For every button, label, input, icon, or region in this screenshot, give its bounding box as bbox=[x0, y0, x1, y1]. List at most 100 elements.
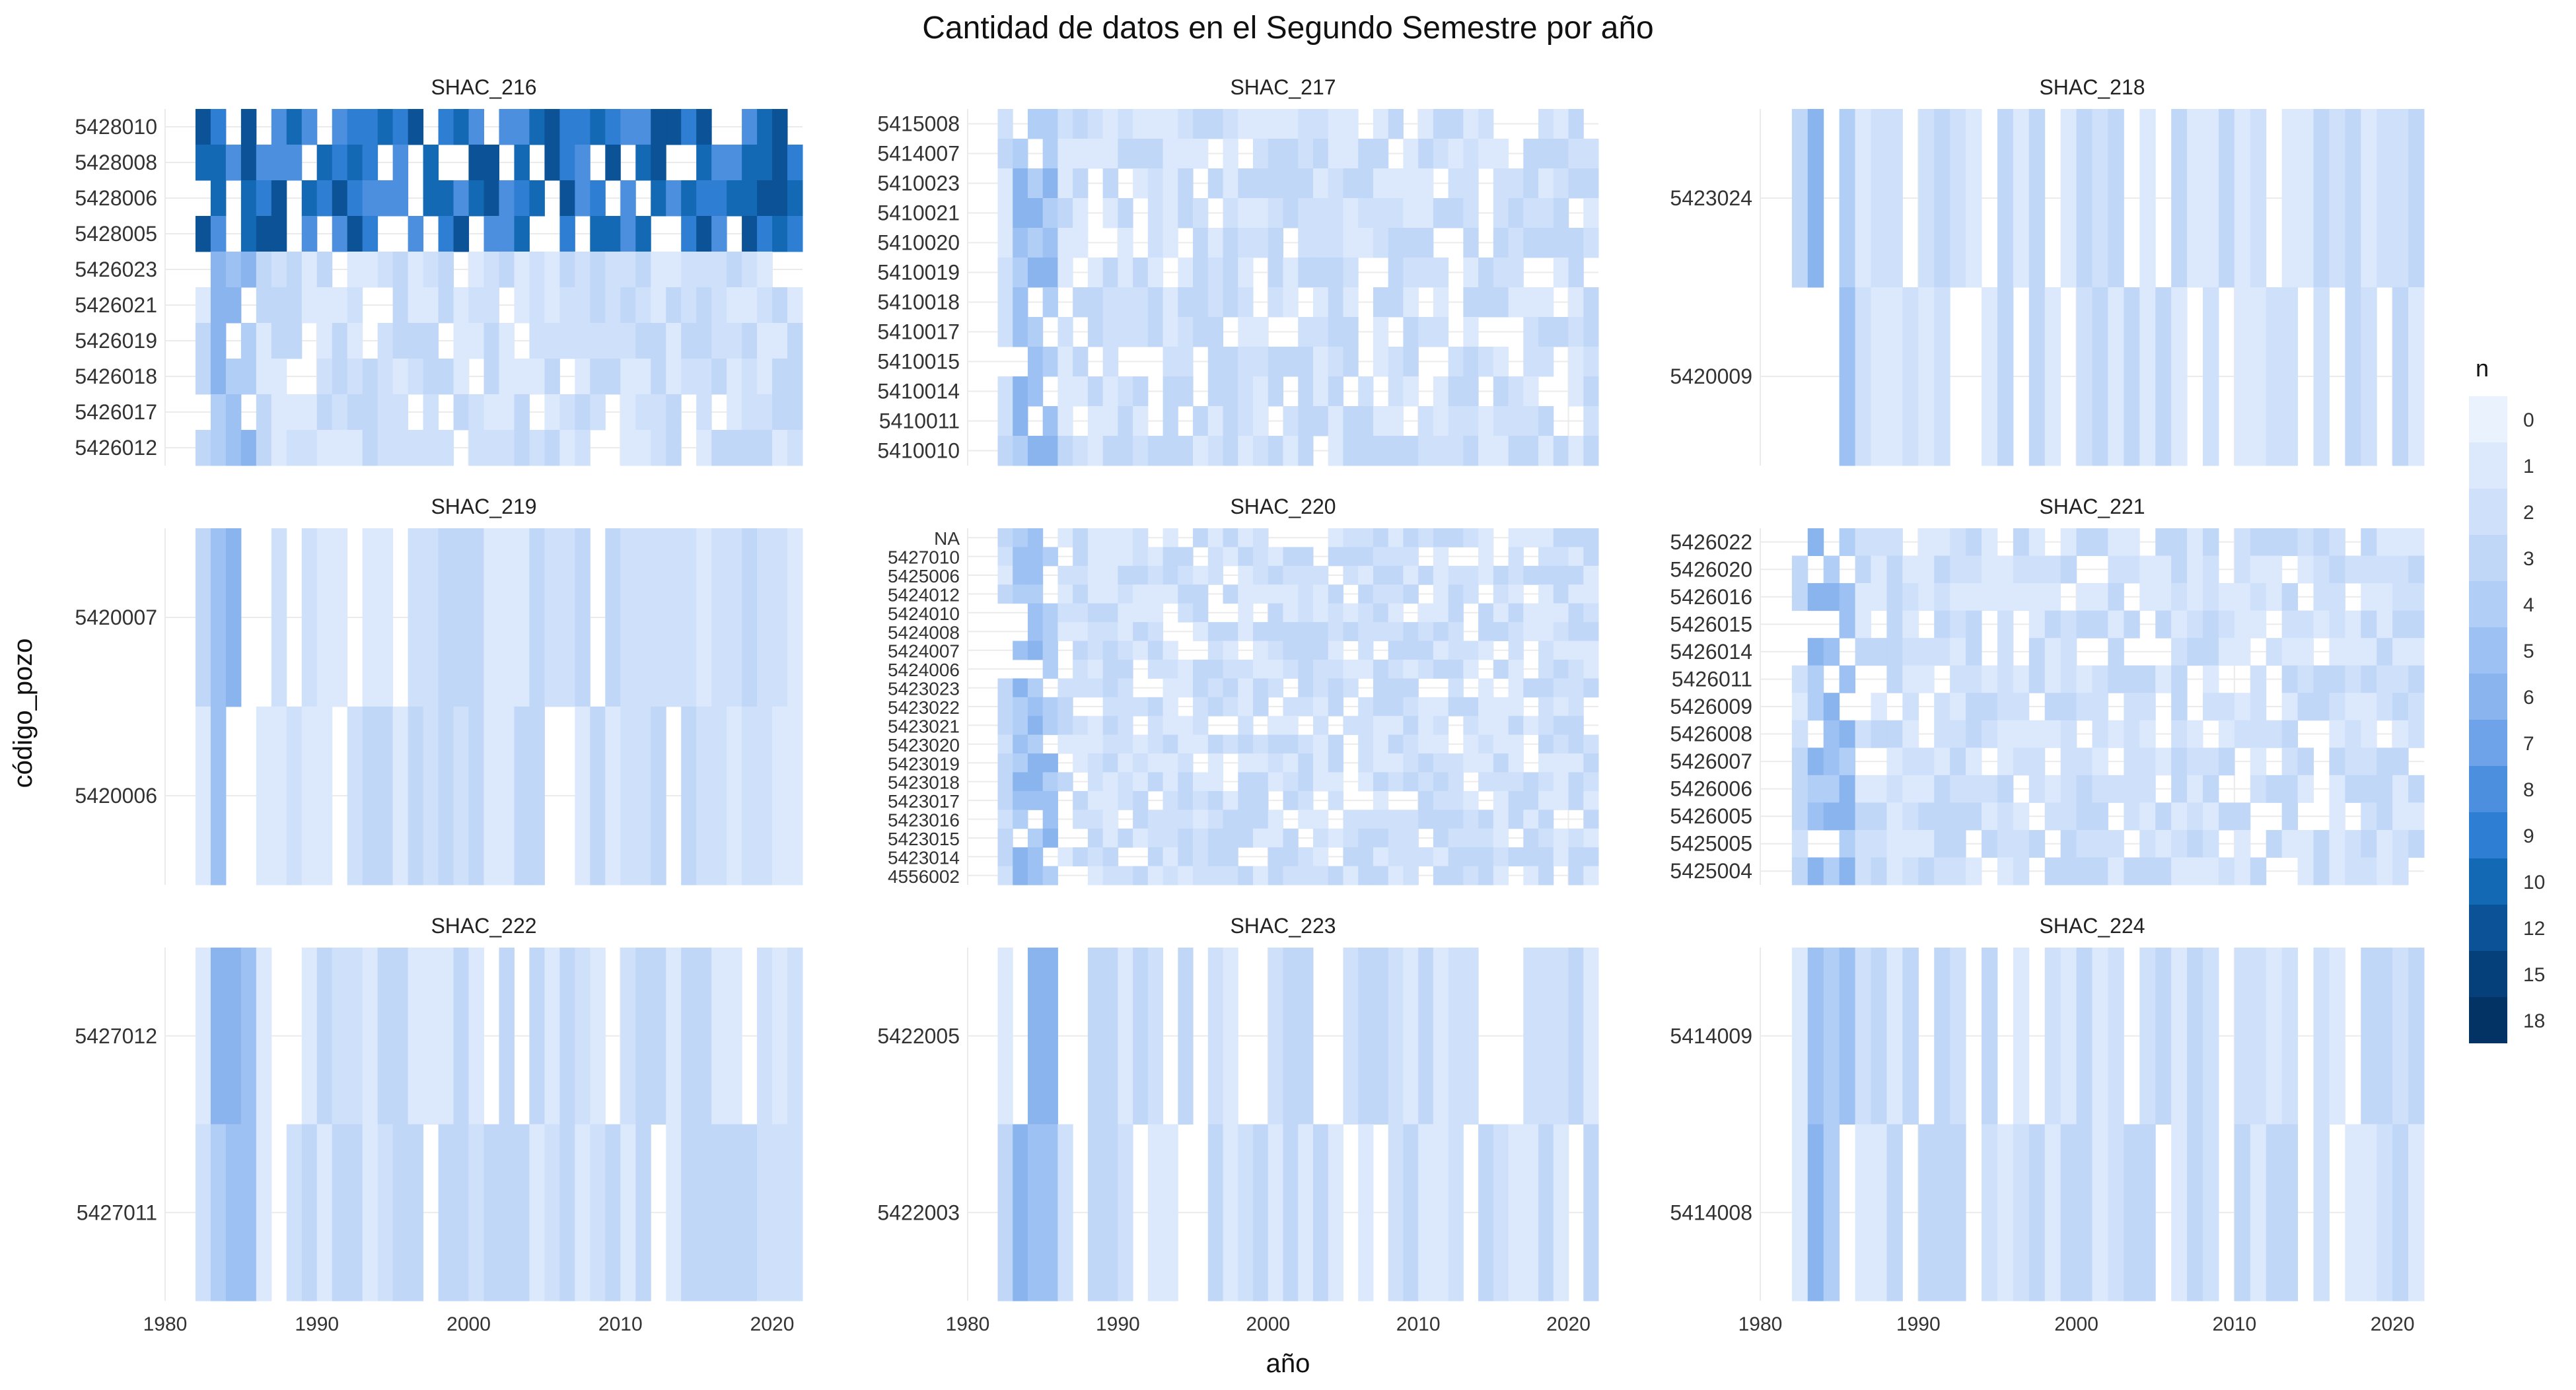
heatmap-cell bbox=[332, 528, 348, 707]
heatmap-cell bbox=[1163, 734, 1178, 754]
heatmap-cell bbox=[2345, 720, 2361, 748]
heatmap-cell bbox=[666, 359, 682, 395]
heatmap-cell bbox=[2361, 665, 2377, 693]
heatmap-cell bbox=[1997, 720, 2014, 748]
heatmap-cell bbox=[1133, 828, 1149, 848]
heatmap-cell bbox=[1568, 734, 1584, 754]
heatmap-cell bbox=[1298, 790, 1314, 810]
heatmap-cell bbox=[1102, 866, 1118, 886]
heatmap-cell bbox=[1238, 753, 1254, 773]
heatmap-cell bbox=[210, 216, 227, 252]
heatmap-cell bbox=[1178, 317, 1194, 347]
heatmap-cell bbox=[2124, 693, 2140, 721]
heatmap-cell bbox=[1523, 810, 1539, 829]
heatmap-cell bbox=[1902, 287, 1919, 466]
heatmap-cell bbox=[1298, 376, 1314, 407]
heatmap-cell bbox=[1223, 866, 1238, 886]
heatmap-cell bbox=[392, 707, 409, 886]
y-tick-label: 5410023 bbox=[877, 172, 960, 195]
heatmap-cell bbox=[225, 528, 242, 707]
heatmap-cell bbox=[1057, 734, 1073, 754]
heatmap-cell bbox=[997, 734, 1013, 754]
heatmap-cell bbox=[1253, 1124, 1269, 1302]
heatmap-cell bbox=[1253, 622, 1269, 642]
heatmap-cell bbox=[2028, 665, 2046, 693]
heatmap-cell bbox=[1568, 258, 1584, 288]
heatmap-cell bbox=[2313, 1124, 2330, 1302]
heatmap-cell bbox=[727, 430, 742, 466]
heatmap-cell bbox=[1253, 436, 1269, 466]
heatmap-cell bbox=[1568, 847, 1584, 867]
heatmap-cell bbox=[1568, 565, 1584, 585]
heatmap-cell bbox=[1538, 734, 1554, 754]
heatmap-cell bbox=[1508, 790, 1524, 810]
heatmap-cell bbox=[1358, 697, 1374, 716]
heatmap-cell bbox=[210, 287, 227, 324]
heatmap-cell bbox=[1238, 168, 1254, 199]
heatmap-cell bbox=[2313, 693, 2330, 721]
heatmap-cell bbox=[2250, 287, 2267, 466]
heatmap-cell bbox=[1133, 584, 1149, 604]
heatmap-cell bbox=[1283, 584, 1299, 604]
heatmap-cell bbox=[1283, 547, 1299, 567]
heatmap-cell bbox=[1328, 258, 1343, 288]
heatmap-cell bbox=[1855, 555, 1871, 584]
heatmap-cell bbox=[2250, 528, 2267, 557]
heatmap-cell bbox=[2377, 802, 2393, 831]
heatmap-cell bbox=[1553, 228, 1569, 258]
heatmap-cell bbox=[1133, 376, 1149, 407]
heatmap-cell bbox=[2392, 948, 2409, 1125]
heatmap-cell bbox=[453, 948, 470, 1125]
heatmap-cell bbox=[2155, 802, 2172, 831]
heatmap-cell bbox=[256, 430, 272, 466]
legend-swatch bbox=[2469, 581, 2507, 627]
heatmap-cell bbox=[1013, 139, 1028, 169]
heatmap-cell bbox=[1553, 565, 1569, 585]
heatmap-cell bbox=[696, 359, 712, 395]
heatmap-cell bbox=[1523, 406, 1539, 436]
heatmap-cell bbox=[1583, 828, 1599, 848]
heatmap-cell bbox=[2203, 775, 2219, 803]
heatmap-cell bbox=[1073, 734, 1089, 754]
heatmap-cell bbox=[1268, 866, 1283, 886]
heatmap-cell bbox=[2266, 638, 2283, 666]
heatmap-cell bbox=[271, 430, 287, 466]
heatmap-cell bbox=[514, 180, 530, 217]
heatmap-cell bbox=[1253, 528, 1269, 547]
heatmap-cell bbox=[1118, 790, 1133, 810]
heatmap-cell bbox=[1918, 528, 1935, 557]
heatmap-cell bbox=[757, 180, 773, 217]
heatmap-cell bbox=[1418, 790, 1434, 810]
heatmap-cell bbox=[1312, 697, 1329, 716]
heatmap-cell bbox=[1283, 109, 1299, 139]
heatmap-cell bbox=[2377, 610, 2393, 639]
heatmap-cell bbox=[1523, 139, 1539, 169]
legend-label: 8 bbox=[2523, 779, 2534, 801]
heatmap-cell bbox=[1087, 948, 1104, 1125]
heatmap-cell bbox=[1538, 697, 1554, 716]
heatmap-cell bbox=[1312, 406, 1329, 436]
heatmap-cell bbox=[1193, 287, 1209, 318]
heatmap-cell bbox=[1493, 228, 1509, 258]
heatmap-cell bbox=[1073, 847, 1089, 867]
x-tick-label: 1990 bbox=[1896, 1313, 1941, 1335]
heatmap-cell bbox=[1207, 678, 1224, 698]
heatmap-cell bbox=[1508, 287, 1524, 318]
heatmap-cell bbox=[1538, 716, 1554, 736]
heatmap-cell bbox=[635, 948, 651, 1125]
heatmap-cell bbox=[1013, 790, 1028, 810]
heatmap-cell bbox=[332, 430, 348, 466]
heatmap-cell bbox=[2218, 693, 2235, 721]
heatmap-cell bbox=[2187, 610, 2203, 639]
heatmap-cell bbox=[1791, 775, 1808, 803]
heatmap-cell bbox=[1268, 678, 1283, 698]
heatmap-cell bbox=[423, 287, 439, 324]
heatmap-cell bbox=[1433, 603, 1449, 623]
heatmap-cell bbox=[1583, 406, 1599, 436]
heatmap-cell bbox=[681, 287, 697, 324]
heatmap-cell bbox=[1538, 678, 1554, 698]
heatmap-cell bbox=[1253, 828, 1269, 848]
heatmap-cell bbox=[1133, 436, 1149, 466]
heatmap-cell bbox=[1343, 828, 1359, 848]
heatmap-cell bbox=[1328, 376, 1343, 407]
